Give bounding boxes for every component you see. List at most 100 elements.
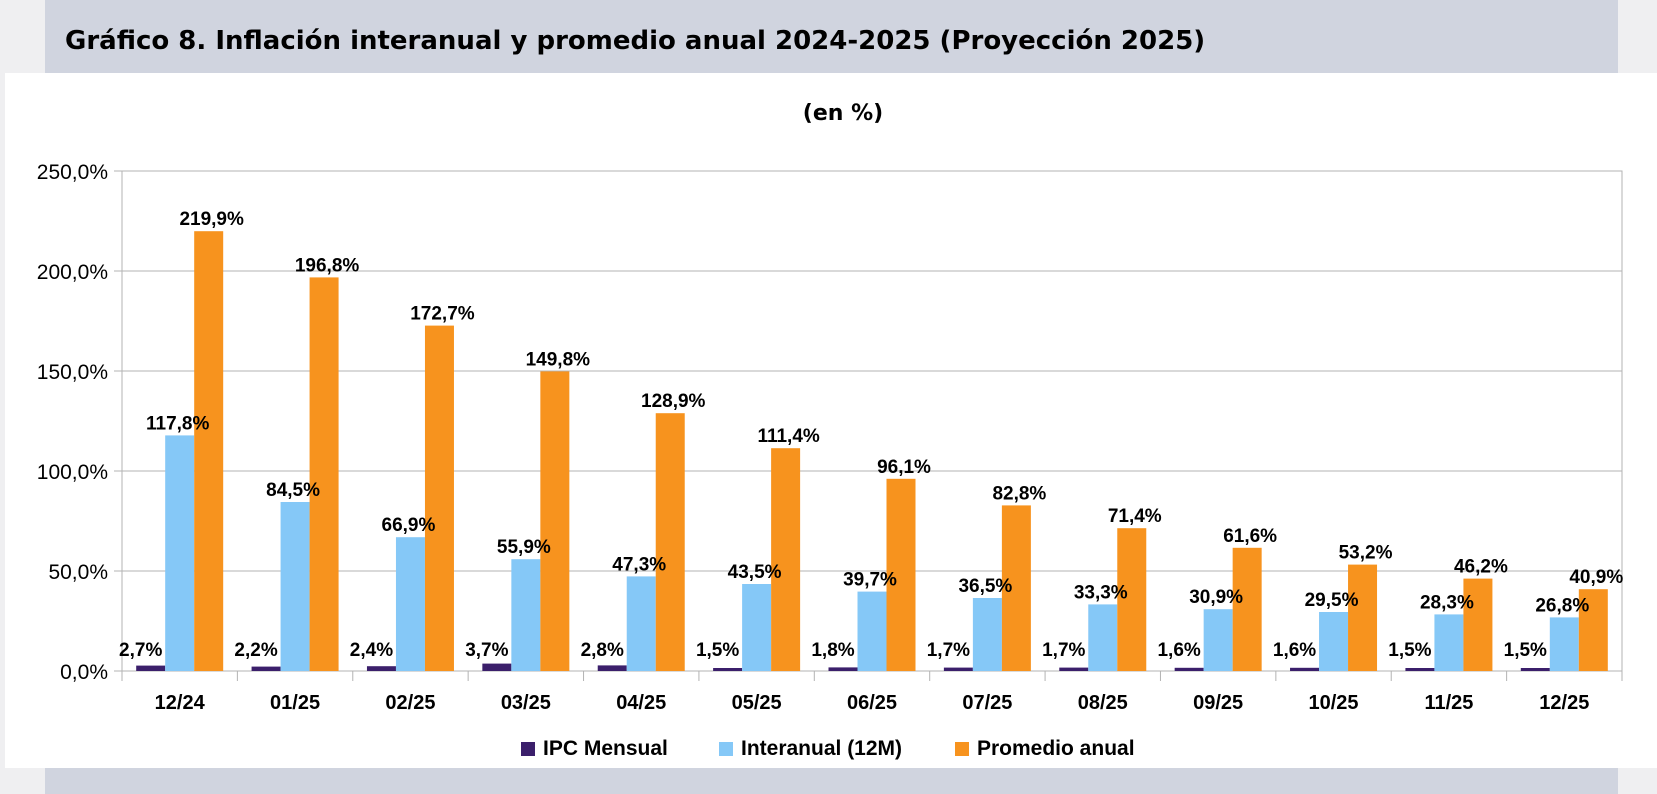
data-label: 28,3% <box>1420 592 1474 613</box>
data-label: 43,5% <box>728 562 782 583</box>
data-label: 172,7% <box>410 304 475 325</box>
x-tick-label: 07/25 <box>962 692 1012 714</box>
y-tick-label: 250,0% <box>37 161 108 184</box>
bar-ipc-mensual <box>1405 668 1435 671</box>
data-label: 96,1% <box>877 457 931 478</box>
legend-swatch-ipc-mensual <box>521 742 535 756</box>
data-label: 71,4% <box>1108 506 1162 527</box>
x-tick-label: 12/24 <box>155 692 206 714</box>
bar-promedio-anual <box>424 325 454 671</box>
data-label: 3,7% <box>465 640 508 661</box>
x-tick-label: 04/25 <box>616 692 666 714</box>
y-tick-label: 50,0% <box>48 561 108 584</box>
data-label: 61,6% <box>1223 526 1277 547</box>
x-tick-label: 10/25 <box>1309 692 1359 714</box>
bar-promedio-anual <box>655 413 685 671</box>
x-tick-label: 01/25 <box>270 692 320 714</box>
bar-ipc-mensual <box>713 668 743 671</box>
bar-promedio-anual <box>1348 564 1378 671</box>
bar-ipc-mensual <box>1520 668 1550 671</box>
bar-interanual <box>280 502 310 671</box>
legend-swatch-interanual <box>719 742 733 756</box>
x-tick-label: 03/25 <box>501 692 551 714</box>
legend-label-ipc-mensual: IPC Mensual <box>543 737 668 760</box>
bar-promedio-anual <box>194 231 224 671</box>
bar-interanual <box>511 559 541 671</box>
y-tick-label: 150,0% <box>37 361 108 384</box>
legend-label-promedio-anual: Promedio anual <box>977 737 1135 760</box>
bar-promedio-anual <box>1117 528 1147 671</box>
legend-item-promedio-anual: Promedio anual <box>955 736 1135 762</box>
data-label: 1,6% <box>1157 640 1200 661</box>
y-tick-label: 0,0% <box>60 661 108 684</box>
labels-layer: 2,7% 117,8% 219,9% 2,2% 84,5% 196,8% 2,4% 66,9%… <box>119 209 1623 661</box>
data-label: 2,2% <box>234 640 277 661</box>
data-label: 39,7% <box>843 570 897 591</box>
bar-interanual <box>626 576 656 671</box>
data-label: 2,8% <box>581 640 624 661</box>
bar-interanual <box>1434 614 1464 671</box>
data-label: 196,8% <box>295 255 360 276</box>
data-label: 111,4% <box>757 426 819 447</box>
chart-title: Gráfico 8. Inflación interanual y promed… <box>65 26 1206 56</box>
data-label: 84,5% <box>266 480 320 501</box>
data-label: 2,4% <box>350 640 393 661</box>
bar-interanual <box>857 591 887 671</box>
data-label: 55,9% <box>497 537 551 558</box>
chart-subtitle: (en %) <box>803 101 883 126</box>
data-label: 40,9% <box>1569 567 1623 588</box>
data-label: 1,7% <box>1042 640 1085 661</box>
x-tick-label: 05/25 <box>732 692 782 714</box>
data-label: 2,7% <box>119 640 162 661</box>
x-tick-label: 11/25 <box>1424 692 1473 714</box>
bar-ipc-mensual <box>597 665 627 671</box>
bar-interanual <box>742 584 772 671</box>
bar-interanual <box>395 537 425 671</box>
data-label: 29,5% <box>1305 590 1359 611</box>
data-label: 33,3% <box>1074 582 1128 603</box>
x-tick-label: 12/25 <box>1539 692 1589 714</box>
legend-swatch-promedio-anual <box>955 742 969 756</box>
bar-interanual <box>1088 604 1118 671</box>
bar-ipc-mensual <box>943 667 973 671</box>
data-label: 46,2% <box>1454 557 1508 578</box>
bar-ipc-mensual <box>136 665 166 671</box>
bar-interanual <box>972 598 1002 671</box>
data-label: 53,2% <box>1339 543 1393 564</box>
data-label: 82,8% <box>992 483 1046 504</box>
bar-ipc-mensual <box>482 663 512 671</box>
bottom-band <box>45 768 1618 794</box>
bar-ipc-mensual <box>828 667 858 671</box>
data-label: 26,8% <box>1535 595 1589 616</box>
bars-layer <box>136 231 1608 671</box>
data-label: 1,6% <box>1273 640 1316 661</box>
x-tick-label: 08/25 <box>1078 692 1128 714</box>
data-label: 117,8% <box>146 413 209 434</box>
x-tick-label: 02/25 <box>385 692 435 714</box>
bar-ipc-mensual <box>1174 667 1204 671</box>
bar-promedio-anual <box>1463 578 1493 671</box>
bar-promedio-anual <box>1578 589 1608 671</box>
data-label: 219,9% <box>179 209 244 230</box>
bar-ipc-mensual <box>1059 667 1089 671</box>
axis-layer: 0,0% 50,0% 100,0% 150,0% 200,0% 250,0% 12/24 01… <box>37 161 1590 714</box>
bar-promedio-anual <box>1232 547 1262 671</box>
data-label: 1,5% <box>696 640 739 661</box>
data-label: 1,7% <box>927 640 970 661</box>
data-label: 30,9% <box>1189 587 1243 608</box>
bar-interanual <box>1319 612 1349 671</box>
bar-ipc-mensual <box>366 666 396 671</box>
chart-panel <box>5 73 1657 768</box>
bar-interanual <box>1549 617 1579 671</box>
title-band <box>45 0 1618 73</box>
legend-item-interanual: Interanual (12M) <box>719 736 902 762</box>
bar-ipc-mensual <box>251 666 281 671</box>
data-label: 1,5% <box>1504 640 1547 661</box>
y-tick-label: 200,0% <box>37 261 108 284</box>
bar-promedio-anual <box>309 277 339 671</box>
data-label: 128,9% <box>641 391 706 412</box>
x-tick-label: 06/25 <box>847 692 897 714</box>
bar-promedio-anual <box>771 448 801 671</box>
bar-ipc-mensual <box>1290 667 1320 671</box>
